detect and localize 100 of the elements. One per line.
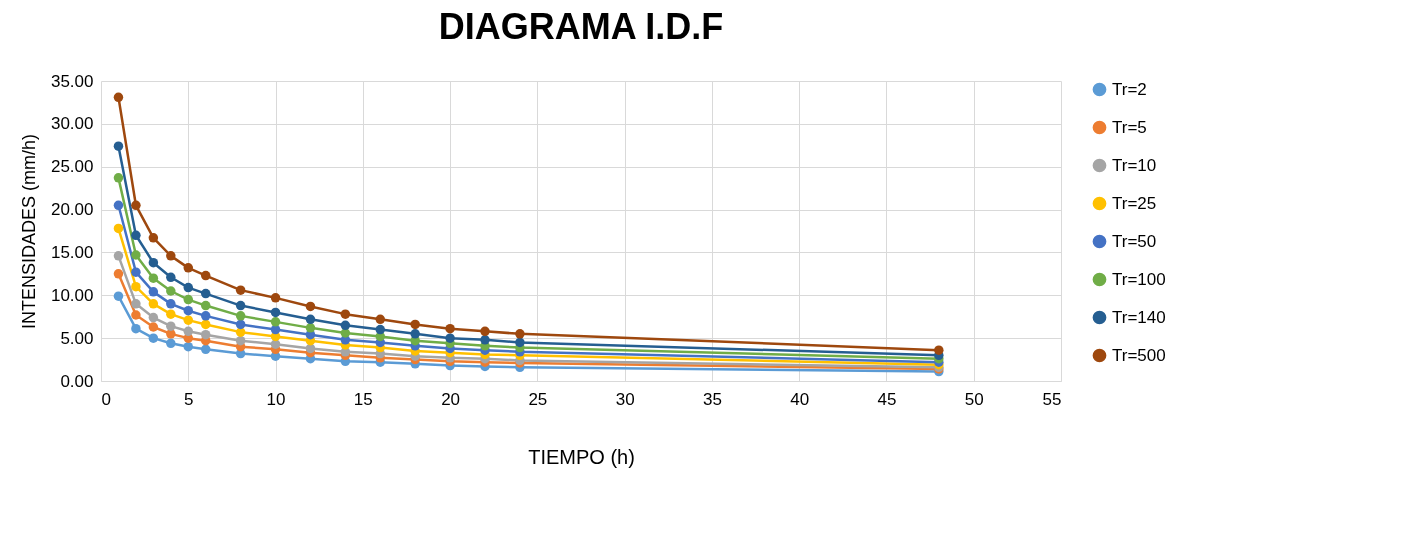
point: [515, 329, 525, 339]
legend-label: Tr=2: [1112, 79, 1147, 99]
point: [183, 263, 194, 273]
point: [166, 309, 176, 319]
y-tick-label: 5.00: [60, 328, 94, 348]
point: [410, 319, 420, 330]
point: [270, 317, 281, 327]
point: [183, 315, 194, 325]
point: [305, 314, 316, 325]
point: [131, 250, 141, 260]
legend-label: Tr=140: [1112, 307, 1166, 327]
point: [445, 323, 455, 334]
point: [183, 326, 194, 337]
point: [934, 345, 944, 355]
y-tick-label: 25.00: [50, 157, 94, 177]
point: [270, 324, 281, 335]
chart-title: DIAGRAMA I.D.F: [438, 6, 724, 47]
point: [270, 307, 281, 318]
point: [183, 341, 194, 352]
point: [131, 299, 141, 309]
x-tick-label: 30: [615, 389, 635, 409]
point: [340, 320, 351, 331]
x-tick-label: 0: [101, 389, 111, 409]
x-axis-title: TIEMPO (h): [528, 445, 635, 468]
point: [113, 291, 124, 301]
point: [148, 333, 159, 343]
point: [166, 286, 176, 296]
point: [113, 92, 124, 103]
point: [113, 141, 124, 151]
x-tick-label: 25: [528, 389, 548, 409]
point: [235, 335, 246, 346]
x-tick-label: 55: [1042, 389, 1062, 409]
point: [166, 299, 176, 309]
point: [305, 323, 316, 333]
point: [131, 200, 141, 211]
point: [375, 324, 386, 335]
point: [113, 223, 124, 234]
point: [305, 301, 316, 312]
x-tick-label: 5: [184, 389, 194, 409]
point: [113, 269, 124, 279]
x-tick-label: 10: [266, 389, 286, 409]
x-tick-label: 35: [702, 389, 722, 409]
point: [131, 281, 141, 292]
x-tick-label: 40: [790, 389, 810, 409]
point: [235, 319, 246, 330]
point: [375, 314, 386, 325]
y-tick-label: 35.00: [50, 71, 94, 91]
point: [480, 335, 490, 345]
legend-label: Tr=100: [1112, 269, 1166, 289]
point: [340, 309, 351, 319]
point: [148, 312, 159, 323]
y-tick-label: 10.00: [50, 285, 94, 305]
point: [131, 230, 141, 241]
point: [148, 257, 159, 268]
point: [183, 282, 194, 293]
point: [200, 329, 211, 340]
point: [131, 323, 141, 334]
point: [235, 285, 246, 295]
legend-label: Tr=5: [1112, 117, 1147, 137]
point: [270, 293, 281, 303]
point: [148, 287, 159, 297]
point: [148, 233, 159, 243]
y-tick-label: 0.00: [60, 371, 94, 391]
point: [183, 294, 194, 305]
point: [200, 319, 211, 330]
point: [113, 200, 124, 211]
point: [131, 310, 141, 320]
point: [515, 337, 525, 348]
y-tick-label: 20.00: [50, 200, 94, 220]
y-tick-label: 15.00: [50, 242, 94, 262]
point: [166, 321, 176, 331]
point: [148, 299, 159, 309]
x-tick-label: 45: [877, 389, 897, 409]
x-tick-label: 15: [353, 389, 373, 409]
point: [200, 300, 211, 311]
x-tick-label: 50: [964, 389, 984, 409]
y-tick-label: 30.00: [50, 114, 94, 134]
point: [200, 270, 211, 281]
point: [235, 311, 246, 321]
point: [200, 311, 211, 321]
point: [410, 329, 420, 339]
x-tick-label: 20: [441, 389, 461, 409]
point: [166, 251, 176, 261]
point: [183, 305, 194, 316]
point: [148, 322, 159, 332]
legend-label: Tr=500: [1112, 345, 1166, 365]
legend-label: Tr=10: [1112, 155, 1157, 175]
point: [480, 326, 490, 337]
point: [235, 300, 246, 311]
legend-label: Tr=25: [1112, 193, 1157, 213]
point: [166, 272, 176, 283]
point: [200, 288, 211, 299]
point: [305, 343, 316, 354]
point: [131, 267, 141, 277]
legend-label: Tr=50: [1112, 231, 1157, 251]
point: [445, 333, 455, 343]
point: [200, 344, 211, 355]
point: [148, 273, 159, 283]
point: [113, 251, 124, 261]
y-axis-title: INTENSIDADES (mm/h): [18, 133, 39, 330]
